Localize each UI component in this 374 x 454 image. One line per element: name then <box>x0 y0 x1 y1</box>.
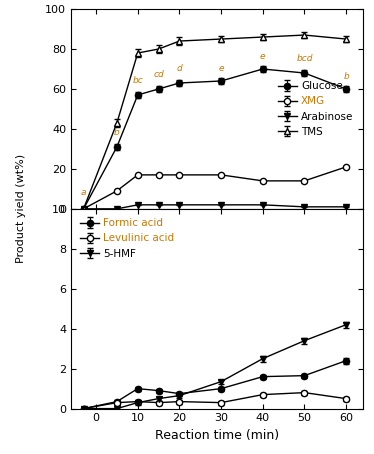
Legend: Formic acid, Levulinic acid, 5-HMF: Formic acid, Levulinic acid, 5-HMF <box>76 214 179 263</box>
Legend: Glucose, XMG, Arabinose, TMS: Glucose, XMG, Arabinose, TMS <box>274 77 358 141</box>
Y-axis label: Product yield (wt%): Product yield (wt%) <box>16 154 26 263</box>
Text: bc: bc <box>132 76 143 85</box>
Text: b: b <box>343 72 349 81</box>
Text: e: e <box>218 64 224 73</box>
Text: bcd: bcd <box>296 54 313 63</box>
Text: e: e <box>260 52 266 61</box>
Text: d: d <box>177 64 182 73</box>
Text: a: a <box>81 188 86 197</box>
Text: b: b <box>114 128 120 137</box>
X-axis label: Reaction time (min): Reaction time (min) <box>155 429 279 442</box>
Text: cd: cd <box>153 70 164 79</box>
